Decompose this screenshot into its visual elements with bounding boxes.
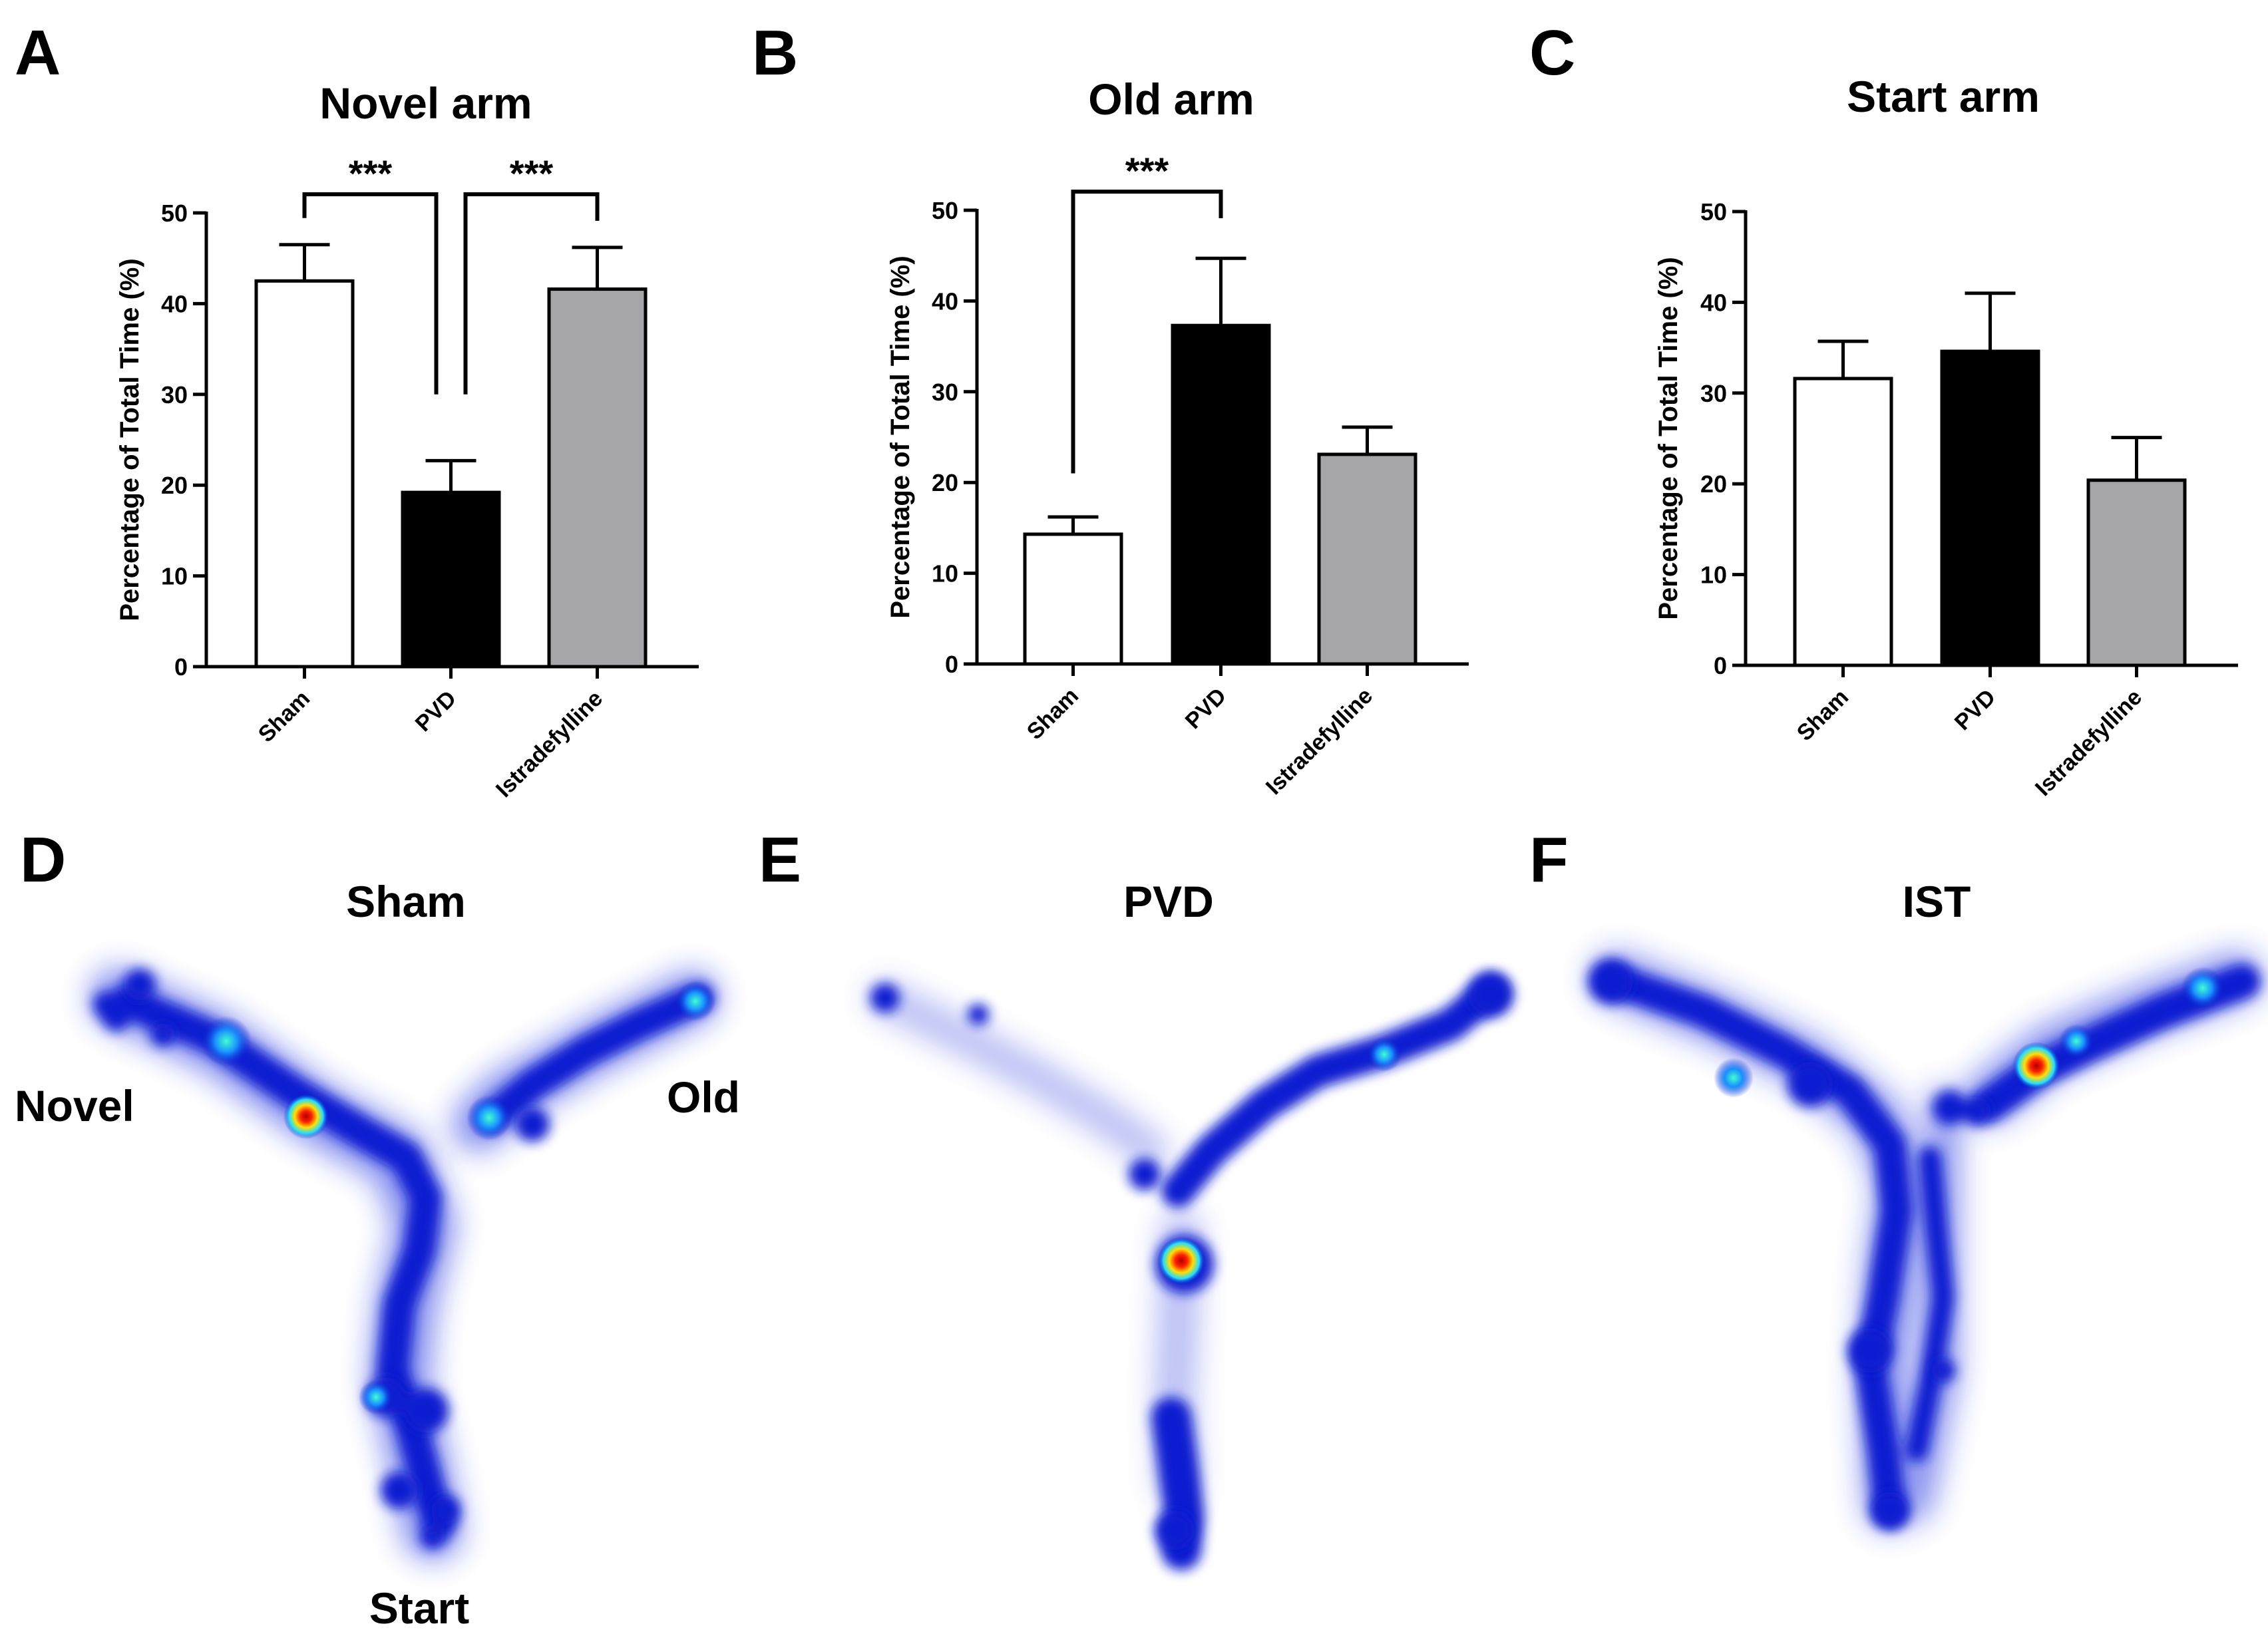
panel-letter-d: D — [20, 824, 66, 896]
y-tick-label: 40 — [1700, 289, 1727, 316]
y-tick-label: 20 — [1700, 470, 1727, 498]
y-tick-label: 30 — [932, 379, 958, 406]
y-tick-label: 0 — [174, 653, 188, 681]
x-tick-label: Istradefylline — [491, 686, 608, 802]
bar-pvd — [1171, 323, 1271, 666]
bar-sham — [1023, 532, 1123, 666]
significance-label: *** — [1125, 150, 1169, 192]
heatmap-ist — [1588, 951, 2263, 1530]
chart-title: Start arm — [1847, 72, 2040, 121]
arm-label-novel: Novel — [15, 1081, 134, 1130]
y-axis-label: Percentage of Total Time (%) — [886, 255, 915, 618]
arm-label-start: Start — [369, 1583, 469, 1633]
y-tick-label: 0 — [945, 651, 958, 678]
y-tick-label: 50 — [932, 197, 958, 224]
panel-letter-f: F — [1529, 824, 1569, 896]
y-axis-label: Percentage of Total Time (%) — [1654, 257, 1683, 619]
x-tick-label: Sham — [1022, 683, 1083, 744]
bar-chart-novel-arm: Novel arm Percentage of Total Time (%) Sha… — [115, 79, 699, 802]
y-tick-label: 20 — [932, 469, 958, 496]
arm-label-old: Old — [667, 1072, 740, 1122]
y-tick-label: 50 — [1700, 198, 1727, 226]
x-tick-label: PVD — [1950, 685, 2000, 735]
x-tick-label: Istradefylline — [2030, 685, 2147, 801]
panel-letter-c: C — [1529, 17, 1575, 88]
heatmap-title-ist: IST — [1903, 877, 1971, 926]
heatmap-pvd — [868, 972, 1513, 1570]
y-tick-label: 30 — [161, 381, 188, 409]
significance-label: *** — [510, 152, 554, 194]
y-tick-label: 30 — [1700, 380, 1727, 407]
panel-letter-b: B — [752, 17, 798, 88]
bar-istradefylline — [547, 287, 648, 669]
y-tick-label: 0 — [1714, 652, 1727, 679]
bar-chart-start-arm: Start arm Percentage of Total Time (%) Sha… — [1654, 72, 2238, 801]
y-tick-label: 20 — [161, 472, 188, 499]
y-tick-label: 10 — [1700, 562, 1727, 589]
significance-bracket — [1071, 190, 1223, 474]
panel-letter-e: E — [759, 824, 801, 896]
x-tick-label: Sham — [1792, 685, 1853, 746]
y-tick-label: 10 — [161, 563, 188, 590]
heatmap-sham — [90, 968, 719, 1560]
bar-istradefylline — [2086, 478, 2187, 667]
significance-label: *** — [349, 152, 393, 194]
bar-sham — [1793, 377, 1893, 667]
bar-pvd — [401, 490, 501, 669]
significance-bracket — [463, 192, 600, 395]
heatmap-title-sham: Sham — [346, 877, 466, 926]
x-tick-label: PVD — [411, 686, 461, 737]
significance-bracket — [302, 192, 439, 395]
panel-letter-a: A — [15, 17, 61, 88]
bar-chart-old-arm: Old arm Percentage of Total Time (%) Sham P… — [886, 75, 1469, 800]
y-axis-label: Percentage of Total Time (%) — [115, 258, 144, 621]
heatmap-title-pvd: PVD — [1123, 877, 1214, 926]
chart-title: Novel arm — [319, 79, 532, 128]
y-tick-label: 50 — [161, 200, 188, 227]
x-tick-label: Istradefylline — [1261, 683, 1378, 800]
bar-pvd — [1940, 349, 2040, 667]
x-tick-label: PVD — [1181, 683, 1231, 734]
y-tick-label: 40 — [932, 287, 958, 315]
bar-istradefylline — [1317, 452, 1418, 666]
bar-sham — [254, 279, 355, 669]
y-tick-label: 10 — [932, 560, 958, 587]
y-tick-label: 40 — [161, 290, 188, 317]
x-tick-label: Sham — [254, 686, 315, 747]
chart-title: Old arm — [1088, 75, 1254, 124]
